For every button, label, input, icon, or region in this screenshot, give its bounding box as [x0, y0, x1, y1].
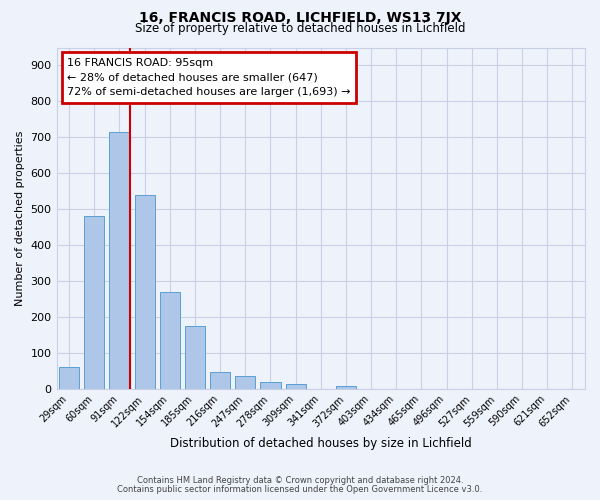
Text: Size of property relative to detached houses in Lichfield: Size of property relative to detached ho…: [135, 22, 465, 35]
Bar: [185, 326, 205, 389]
Bar: [134, 195, 155, 389]
Bar: [260, 382, 281, 389]
Bar: [109, 132, 130, 389]
Text: 16, FRANCIS ROAD, LICHFIELD, WS13 7JX: 16, FRANCIS ROAD, LICHFIELD, WS13 7JX: [139, 11, 461, 25]
Bar: [286, 384, 305, 389]
Bar: [210, 372, 230, 389]
X-axis label: Distribution of detached houses by size in Lichfield: Distribution of detached houses by size …: [170, 437, 472, 450]
Bar: [59, 366, 79, 389]
Text: Contains public sector information licensed under the Open Government Licence v3: Contains public sector information licen…: [118, 485, 482, 494]
Text: 16 FRANCIS ROAD: 95sqm
← 28% of detached houses are smaller (647)
72% of semi-de: 16 FRANCIS ROAD: 95sqm ← 28% of detached…: [67, 58, 350, 98]
Bar: [160, 292, 180, 389]
Bar: [235, 376, 256, 389]
Text: Contains HM Land Registry data © Crown copyright and database right 2024.: Contains HM Land Registry data © Crown c…: [137, 476, 463, 485]
Y-axis label: Number of detached properties: Number of detached properties: [15, 130, 25, 306]
Bar: [336, 386, 356, 389]
Bar: [84, 216, 104, 389]
